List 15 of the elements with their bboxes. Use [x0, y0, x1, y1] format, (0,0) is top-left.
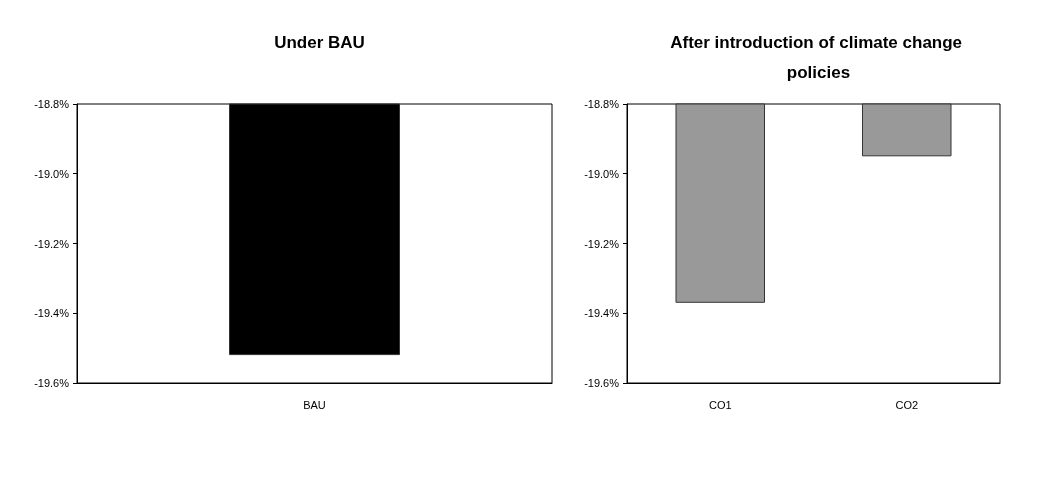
y-tick-label: -19.2%	[584, 237, 620, 250]
y-tick-label: -18.8%	[34, 98, 70, 110]
y-tick-label: -18.8%	[584, 98, 620, 110]
x-tick-label: CO2	[895, 398, 919, 411]
x-tick-label: BAU	[303, 398, 326, 411]
chart-title: After introduction of climate change policies	[670, 32, 967, 82]
y-tick-label: -19.2%	[34, 237, 70, 250]
y-tick-label: -19.0%	[584, 167, 620, 180]
y-tick-label: -19.6%	[34, 377, 70, 389]
y-tick-label: -19.0%	[34, 167, 70, 180]
chart-title: Under BAU	[274, 32, 365, 52]
y-tick-label: -19.6%	[584, 377, 620, 389]
y-tick-label: -19.4%	[584, 307, 620, 320]
x-tick-label: CO1	[708, 398, 732, 411]
y-tick-label: -19.4%	[34, 307, 70, 320]
